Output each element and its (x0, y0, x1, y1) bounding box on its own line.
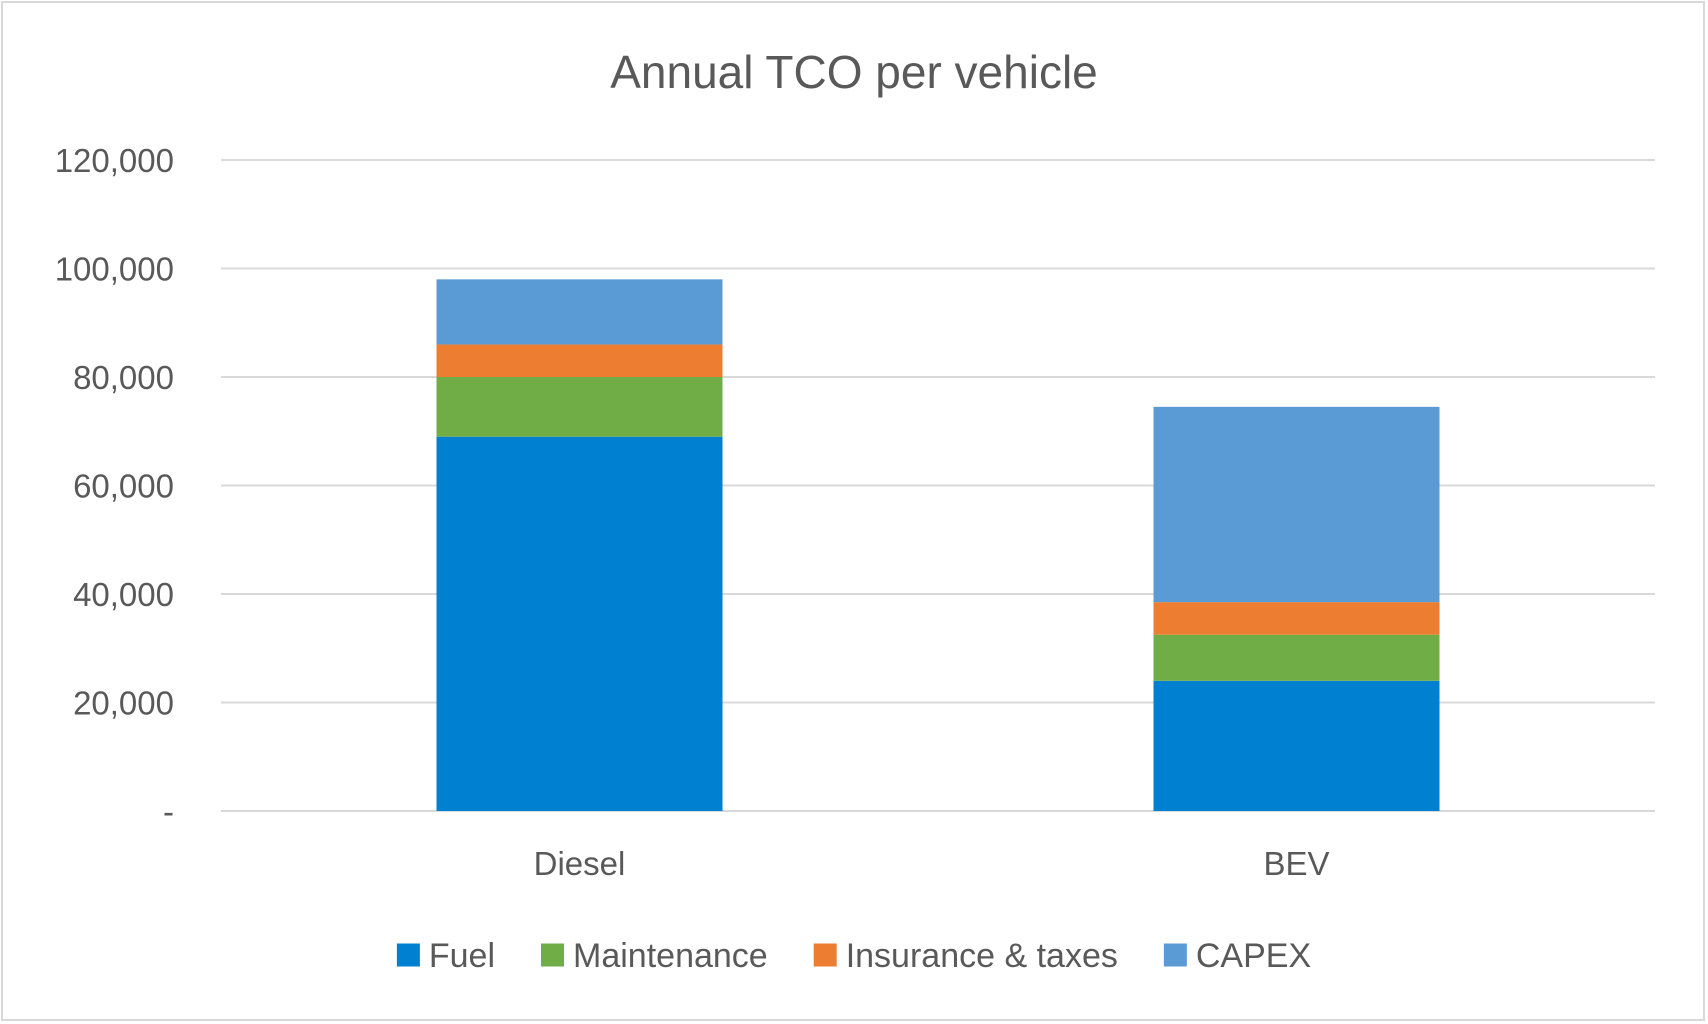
legend-swatch-insurance-and-taxes (813, 943, 837, 967)
bar-bev-insurance-and-taxes (1153, 602, 1440, 635)
y-tick-label-40000: 40,000 (73, 576, 174, 613)
x-axis-category-labels: Diesel BEV (534, 845, 1330, 882)
y-tick-label-80000: 80,000 (73, 359, 174, 396)
legend-swatch-capex (1163, 943, 1187, 967)
bar-bev-capex (1153, 406, 1440, 603)
y-tick-label-0: - (163, 793, 174, 830)
x-category-label-diesel: Diesel (534, 845, 626, 882)
legend-item-capex: CAPEX (1163, 937, 1311, 975)
y-tick-label-20000: 20,000 (73, 685, 174, 722)
legend-swatch-maintenance (541, 943, 565, 967)
bar-diesel-fuel (436, 436, 723, 811)
y-tick-label-100000: 100,000 (55, 251, 174, 288)
y-tick-label-60000: 60,000 (73, 468, 174, 505)
bar-bev-maintenance (1153, 634, 1440, 681)
legend-label-maintenance: Maintenance (573, 937, 768, 975)
legend-item-maintenance: Maintenance (541, 937, 768, 975)
legend-swatch-fuel (396, 943, 420, 967)
legend-label-fuel: Fuel (429, 937, 495, 975)
bars (436, 279, 1440, 811)
bar-diesel-insurance-and-taxes (436, 344, 723, 377)
bar-diesel-maintenance (436, 377, 723, 437)
y-tick-label-120000: 120,000 (55, 142, 174, 179)
bar-diesel-capex (436, 279, 723, 345)
legend-item-insurance-and-taxes: Insurance & taxes (813, 937, 1118, 975)
bar-bev-fuel (1153, 680, 1440, 811)
y-axis-tick-labels: - 20,000 40,000 60,000 80,000 100,000 120,000 (55, 142, 174, 830)
legend-label-insurance-and-taxes: Insurance & taxes (846, 937, 1118, 975)
legend: Fuel Maintenance Insurance & taxes CAPEX (396, 937, 1311, 975)
x-category-label-bev: BEV (1263, 845, 1329, 882)
chart-title: Annual TCO per vehicle (610, 46, 1098, 98)
legend-item-fuel: Fuel (396, 937, 495, 975)
gridlines (221, 159, 1655, 812)
legend-label-capex: CAPEX (1196, 937, 1311, 975)
